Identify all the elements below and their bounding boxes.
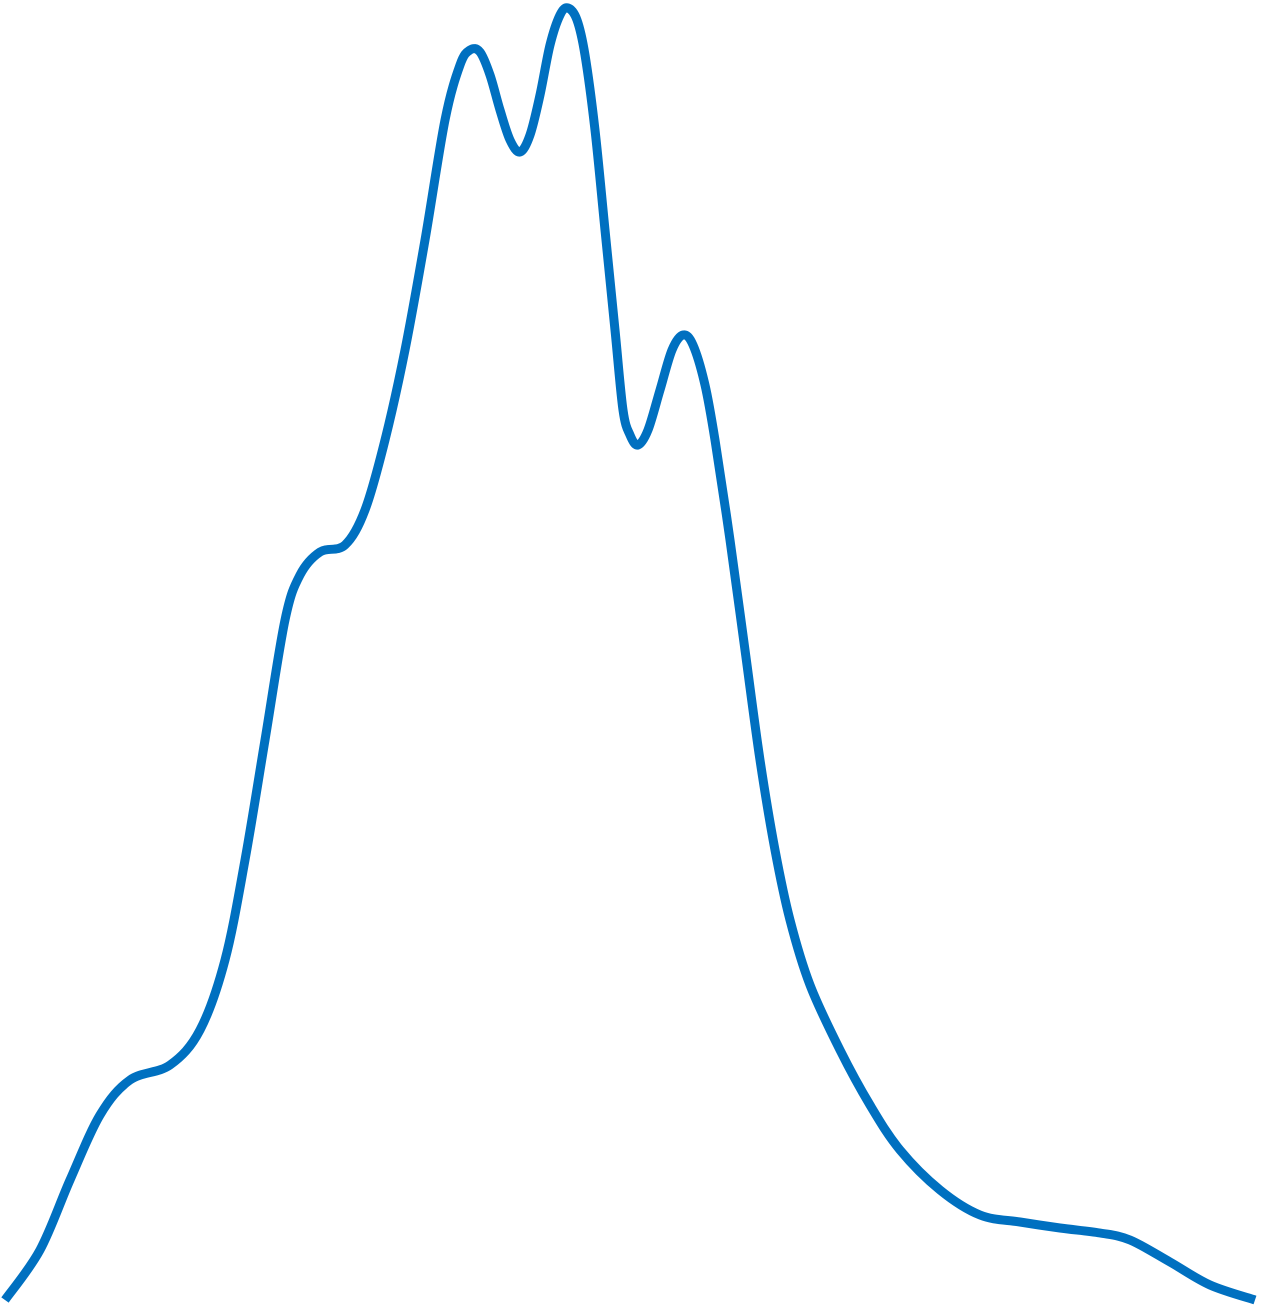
line [1, 3, 1257, 1305]
